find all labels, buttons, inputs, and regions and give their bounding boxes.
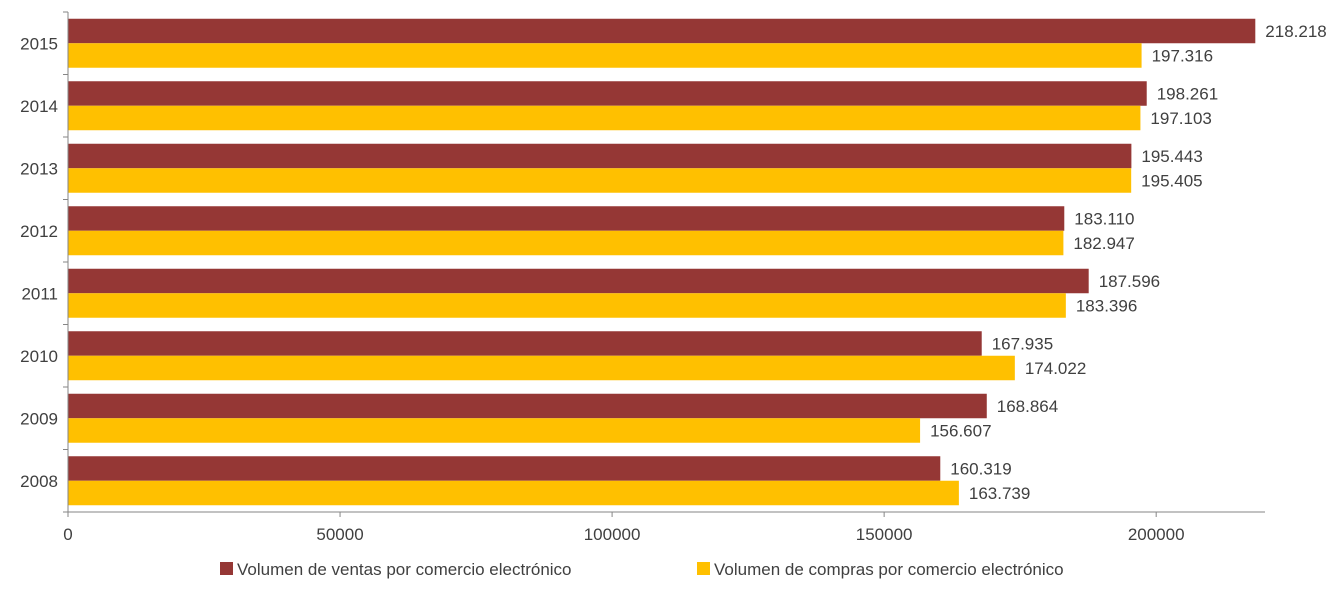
bar-compras-2009 (68, 418, 921, 443)
x-tick-label-0: 0 (63, 525, 72, 544)
bar-ventas-2010 (68, 331, 982, 356)
data-label-ventas-2008: 160.319 (950, 460, 1011, 479)
bar-compras-2011 (68, 293, 1066, 318)
bar-ventas-2012 (68, 206, 1065, 231)
bar-ventas-2009 (68, 393, 987, 419)
legend-label-compras: Volumen de compras por comercio electrón… (714, 560, 1064, 579)
y-tick-label-2013: 2013 (20, 159, 58, 178)
bars-layer (68, 18, 1256, 506)
legend-label-ventas: Volumen de ventas por comercio electróni… (237, 560, 572, 579)
y-tick-label-2012: 2012 (20, 222, 58, 241)
data-label-ventas-2011: 187.596 (1099, 272, 1160, 291)
y-tick-label-2014: 2014 (20, 97, 58, 116)
data-label-compras-2009: 156.607 (930, 422, 991, 441)
x-tick-label-100000: 100000 (584, 525, 641, 544)
y-tick-label-2008: 2008 (20, 472, 58, 491)
legend-swatch-compras (697, 562, 710, 575)
bar-compras-2013 (68, 168, 1132, 193)
data-label-ventas-2014: 198.261 (1157, 85, 1218, 104)
x-tick-label-50000: 50000 (316, 525, 363, 544)
ticks-layer: 2015 2014 2013 2012 2011 2010 2009 2008 0 50000 10… (20, 11, 1185, 544)
bar-compras-2010 (68, 355, 1015, 381)
bar-compras-2008 (68, 480, 959, 506)
legend-swatch-ventas (220, 562, 233, 575)
data-label-compras-2012: 182.947 (1073, 234, 1134, 253)
data-label-compras-2015: 197.316 (1152, 47, 1213, 66)
data-label-ventas-2010: 167.935 (992, 335, 1053, 354)
data-label-compras-2010: 174.022 (1025, 359, 1086, 378)
data-labels-layer: 218.218 197.316 198.261 197.103 195.443 195.4… (930, 22, 1327, 503)
legend: Volumen de ventas por comercio electróni… (220, 560, 1064, 579)
bar-compras-2014 (68, 105, 1141, 131)
data-label-ventas-2009: 168.864 (997, 397, 1058, 416)
data-label-compras-2008: 163.739 (969, 484, 1030, 503)
data-label-ventas-2013: 195.443 (1141, 147, 1202, 166)
bar-ventas-2015 (68, 18, 1256, 44)
bar-compras-2015 (68, 43, 1142, 68)
bar-compras-2012 (68, 230, 1064, 256)
data-label-ventas-2015: 218.218 (1265, 22, 1326, 41)
x-tick-label-200000: 200000 (1128, 525, 1185, 544)
data-label-compras-2013: 195.405 (1141, 172, 1202, 191)
bar-ventas-2011 (68, 268, 1089, 294)
y-tick-label-2010: 2010 (20, 347, 58, 366)
x-tick-label-150000: 150000 (856, 525, 913, 544)
data-label-compras-2011: 183.396 (1076, 297, 1137, 316)
y-tick-label-2011: 2011 (21, 284, 58, 303)
data-label-compras-2014: 197.103 (1150, 109, 1211, 128)
data-label-ventas-2012: 183.110 (1074, 210, 1134, 229)
y-tick-label-2015: 2015 (20, 34, 58, 53)
y-tick-label-2009: 2009 (20, 409, 58, 428)
bar-ventas-2013 (68, 143, 1132, 169)
bar-ventas-2014 (68, 81, 1147, 106)
bar-ventas-2008 (68, 456, 941, 481)
